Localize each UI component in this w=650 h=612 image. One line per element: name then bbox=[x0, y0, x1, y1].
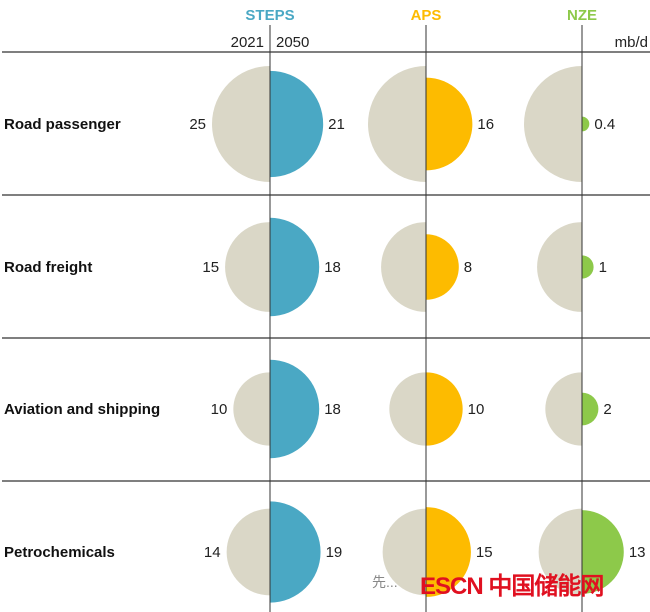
base-half-circle bbox=[225, 222, 270, 312]
base-half-circle bbox=[381, 222, 426, 312]
row-label: Road freight bbox=[4, 259, 92, 276]
scenario-half-circle bbox=[270, 359, 320, 459]
year-label-base: 2021 bbox=[231, 34, 264, 51]
scenario-half-circle bbox=[582, 255, 594, 279]
base-half-circle bbox=[538, 508, 582, 596]
value-label-2021: 25 bbox=[189, 116, 206, 133]
value-label-2050: 0.4 bbox=[594, 116, 615, 133]
base-half-circle bbox=[382, 508, 426, 596]
scenario-header-nze: NZE bbox=[567, 7, 597, 24]
base-half-circle bbox=[524, 66, 582, 182]
scenario-half-circle bbox=[270, 217, 320, 317]
value-label-2050: 19 bbox=[326, 544, 343, 561]
value-label-2050: 16 bbox=[477, 116, 494, 133]
base-half-circle bbox=[226, 508, 270, 596]
base-half-circle bbox=[212, 66, 270, 182]
value-label-2050: 21 bbox=[328, 116, 345, 133]
scenario-half-circle bbox=[426, 507, 471, 597]
wechat-watermark: 先... bbox=[372, 574, 398, 590]
base-half-circle bbox=[545, 372, 582, 446]
value-label-2021: 14 bbox=[204, 544, 221, 561]
scenario-header-steps: STEPS bbox=[245, 7, 294, 24]
value-label-2050: 18 bbox=[324, 259, 341, 276]
escn-watermark: ESCN 中国储能网 bbox=[420, 573, 604, 600]
value-label-2050: 13 bbox=[629, 544, 646, 561]
scenario-half-circle bbox=[270, 70, 324, 178]
value-label-2050: 10 bbox=[468, 401, 485, 418]
value-label-2021: 15 bbox=[202, 259, 219, 276]
row-label: Road passenger bbox=[4, 116, 121, 133]
scenario-half-circle bbox=[426, 77, 473, 171]
unit-label: mb/d bbox=[615, 34, 648, 51]
base-half-circle bbox=[537, 222, 582, 312]
scenario-half-circle bbox=[582, 510, 624, 594]
value-label-2050: 8 bbox=[464, 259, 472, 276]
scenario-half-circle bbox=[426, 234, 459, 300]
row-label: Aviation and shipping bbox=[4, 401, 160, 418]
scenario-half-circle bbox=[270, 501, 321, 603]
value-label-2021: 10 bbox=[211, 401, 228, 418]
value-label-2050: 1 bbox=[599, 259, 607, 276]
value-label-2050: 18 bbox=[324, 401, 341, 418]
scenario-half-circle bbox=[582, 392, 599, 426]
base-half-circle bbox=[233, 372, 270, 446]
value-label-2050: 15 bbox=[476, 544, 493, 561]
base-half-circle bbox=[368, 66, 426, 182]
scenario-half-circle bbox=[426, 372, 463, 446]
scenario-half-circle bbox=[582, 116, 590, 132]
year-label-target: 2050 bbox=[276, 34, 309, 51]
base-half-circle bbox=[389, 372, 426, 446]
value-label-2050: 2 bbox=[603, 401, 611, 418]
scenario-header-aps: APS bbox=[411, 7, 442, 24]
row-label: Petrochemicals bbox=[4, 544, 115, 561]
